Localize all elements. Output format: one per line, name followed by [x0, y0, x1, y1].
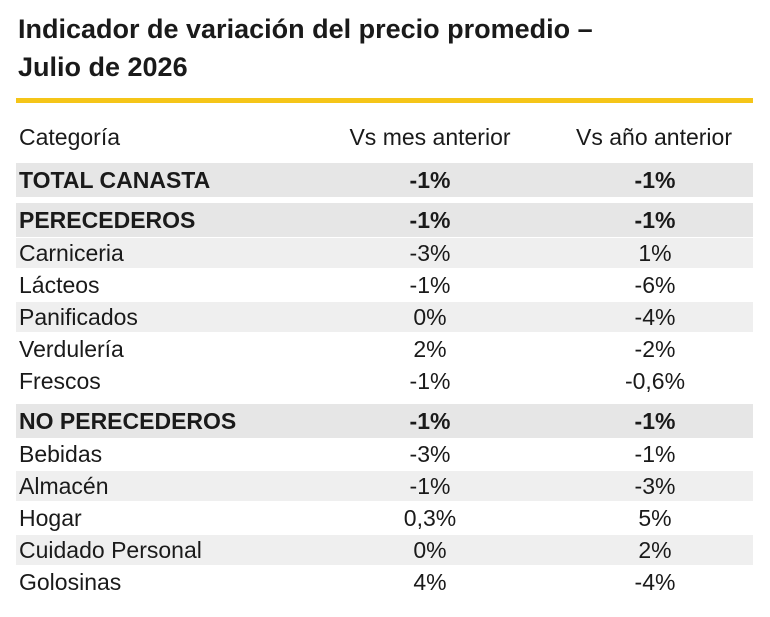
- row-category: NO PERECEDEROS: [19, 407, 237, 434]
- row-vs-ano-value: 1%: [638, 239, 672, 266]
- row-vs-ano-value: -1%: [634, 440, 676, 467]
- row-vs-mes-value: -1%: [409, 206, 451, 233]
- title-line-2: Julio de 2026: [18, 52, 188, 82]
- table-row: Bebidas -3% -1%: [0, 439, 770, 469]
- row-vs-mes-value: 4%: [413, 568, 447, 595]
- table-row: Hogar 0,3% 5%: [0, 503, 770, 533]
- row-vs-ano-value: -4%: [634, 303, 676, 330]
- table-header: Categoría Vs mes anterior Vs año anterio…: [0, 120, 770, 154]
- row-vs-mes-value: -1%: [409, 367, 451, 394]
- table-row: Carniceria -3% 1%: [0, 238, 770, 268]
- row-vs-ano-value: -3%: [634, 472, 676, 499]
- title-line-1: Indicador de variación del precio promed…: [18, 14, 593, 44]
- row-category: Carniceria: [19, 239, 124, 266]
- table-row: Verdulería 2% -2%: [0, 334, 770, 364]
- table-row: PERECEDEROS -1% -1%: [0, 203, 770, 237]
- row-vs-mes-value: 0%: [413, 536, 447, 563]
- row-category: Hogar: [19, 504, 82, 531]
- header-categoria: Categoría: [19, 123, 121, 150]
- row-category: Golosinas: [19, 568, 122, 595]
- table-row: Panificados 0% -4%: [0, 302, 770, 332]
- row-category: Panificados: [19, 303, 138, 330]
- row-vs-mes-value: 2%: [413, 335, 447, 362]
- header-vs-ano: Vs año anterior: [576, 123, 732, 150]
- row-vs-ano-value: -1%: [634, 206, 676, 233]
- table-row: Frescos -1% -0,6%: [0, 366, 770, 396]
- table-row: Lácteos -1% -6%: [0, 270, 770, 300]
- row-vs-ano-value: -4%: [634, 568, 676, 595]
- row-vs-ano-value: -2%: [634, 335, 676, 362]
- table-row: Cuidado Personal 0% 2%: [0, 535, 770, 565]
- row-vs-mes-value: 0%: [413, 303, 447, 330]
- row-vs-mes-value: -1%: [409, 166, 451, 193]
- row-category: PERECEDEROS: [19, 206, 196, 233]
- row-category: TOTAL CANASTA: [19, 166, 211, 193]
- row-vs-ano-value: 5%: [638, 504, 672, 531]
- row-vs-ano-value: -6%: [634, 271, 676, 298]
- row-vs-ano-value: 2%: [638, 536, 672, 563]
- row-vs-mes-value: -1%: [409, 271, 451, 298]
- row-vs-ano-value: -1%: [634, 166, 676, 193]
- row-category: Almacén: [19, 472, 109, 499]
- accent-rule: [16, 98, 753, 103]
- row-vs-ano-value: -1%: [634, 407, 676, 434]
- chart-title: Indicador de variación del precio promed…: [18, 10, 758, 86]
- row-vs-ano-value: -0,6%: [624, 367, 686, 394]
- row-vs-mes-value: -1%: [409, 472, 451, 499]
- header-vs-mes: Vs mes anterior: [349, 123, 511, 150]
- row-category: Verdulería: [19, 335, 124, 362]
- row-category: Bebidas: [19, 440, 103, 467]
- row-vs-mes-value: -3%: [409, 440, 451, 467]
- table-row: TOTAL CANASTA -1% -1%: [0, 163, 770, 197]
- row-vs-mes-value: 0,3%: [403, 504, 457, 531]
- row-vs-mes-value: -1%: [409, 407, 451, 434]
- row-vs-mes-value: -3%: [409, 239, 451, 266]
- table-row: Golosinas 4% -4%: [0, 567, 770, 597]
- row-category: Cuidado Personal: [19, 536, 202, 563]
- table-row: Almacén -1% -3%: [0, 471, 770, 501]
- row-category: Lácteos: [19, 271, 100, 298]
- table-row: NO PERECEDEROS -1% -1%: [0, 404, 770, 438]
- row-category: Frescos: [19, 367, 101, 394]
